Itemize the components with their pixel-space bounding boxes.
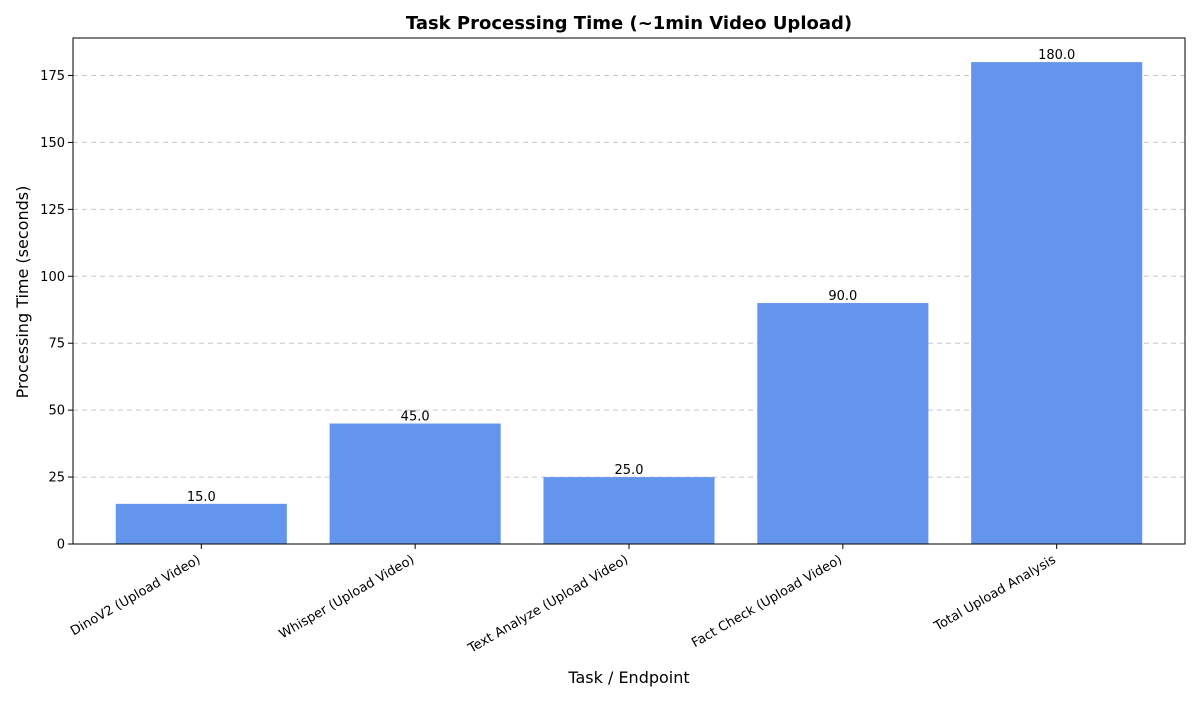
y-tick-label: 125 — [40, 203, 65, 218]
x-tick-label: Fact Check (Upload Video) — [689, 552, 845, 650]
x-tick-label: Whisper (Upload Video) — [277, 552, 417, 642]
y-axis-label: Processing Time (seconds) — [13, 186, 32, 399]
x-tick-label: DinoV2 (Upload Video) — [68, 552, 203, 639]
chart-title: Task Processing Time (~1min Video Upload… — [406, 13, 852, 34]
bars — [115, 62, 1143, 544]
y-ticks: 0 25 50 75 100 125 150 175 — [40, 69, 73, 553]
y-tick-label: 150 — [40, 136, 65, 151]
bar-value-label: 25.0 — [615, 463, 644, 478]
bar-value-label: 90.0 — [828, 289, 857, 304]
bar — [543, 477, 715, 544]
bar — [971, 62, 1143, 544]
y-tick-label: 25 — [48, 471, 65, 486]
y-tick-label: 75 — [48, 337, 65, 352]
x-tick-label: Total Upload Analysis — [931, 552, 1059, 634]
data-labels: 15.0 45.0 25.0 90.0 180.0 — [187, 48, 1075, 505]
bar-value-label: 15.0 — [187, 490, 216, 505]
bar — [329, 423, 501, 544]
bar — [757, 303, 929, 544]
bar-value-label: 45.0 — [401, 410, 430, 425]
y-tick-label: 175 — [40, 69, 65, 84]
y-tick-label: 0 — [57, 538, 65, 553]
x-tick-label: Text Analyze (Upload Video) — [465, 552, 631, 657]
x-ticks: DinoV2 (Upload Video) Whisper (Upload Vid… — [68, 544, 1059, 657]
bar — [115, 503, 287, 544]
x-axis-label: Task / Endpoint — [567, 668, 689, 687]
y-tick-label: 50 — [48, 404, 65, 419]
bar-value-label: 180.0 — [1038, 48, 1075, 63]
y-tick-label: 100 — [40, 270, 65, 285]
